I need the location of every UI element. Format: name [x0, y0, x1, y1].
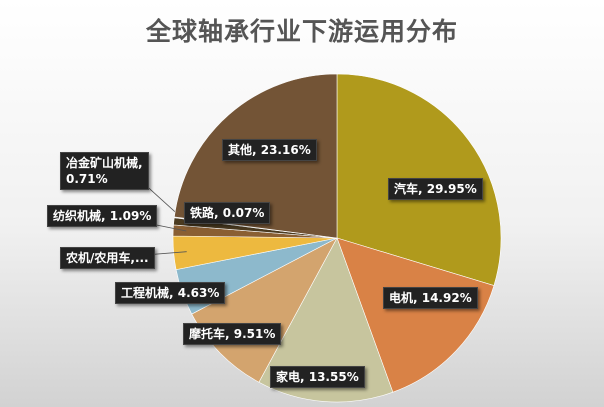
data-label-0: 汽车, 29.95%	[388, 178, 483, 200]
data-label-3: 摩托车, 9.51%	[183, 323, 282, 345]
data-label-4: 工程机械, 4.63%	[115, 282, 226, 304]
data-label-2: 家电, 13.55%	[270, 366, 365, 388]
data-label-9: 其他, 23.16%	[222, 139, 317, 161]
data-label-5: 农机/农用车,...	[60, 247, 155, 269]
data-label-8: 铁路, 0.07%	[184, 202, 271, 224]
pie-slice-3	[191, 237, 338, 383]
data-label-7: 冶金矿山机械, 0.71%	[60, 152, 149, 190]
chart-title: 全球轴承行业下游运用分布	[145, 17, 458, 46]
data-label-6: 纺织机械, 1.09%	[47, 205, 158, 227]
data-label-1: 电机, 14.92%	[383, 287, 478, 309]
pie-slice-1	[336, 237, 495, 393]
pie-slice-2	[258, 237, 394, 403]
